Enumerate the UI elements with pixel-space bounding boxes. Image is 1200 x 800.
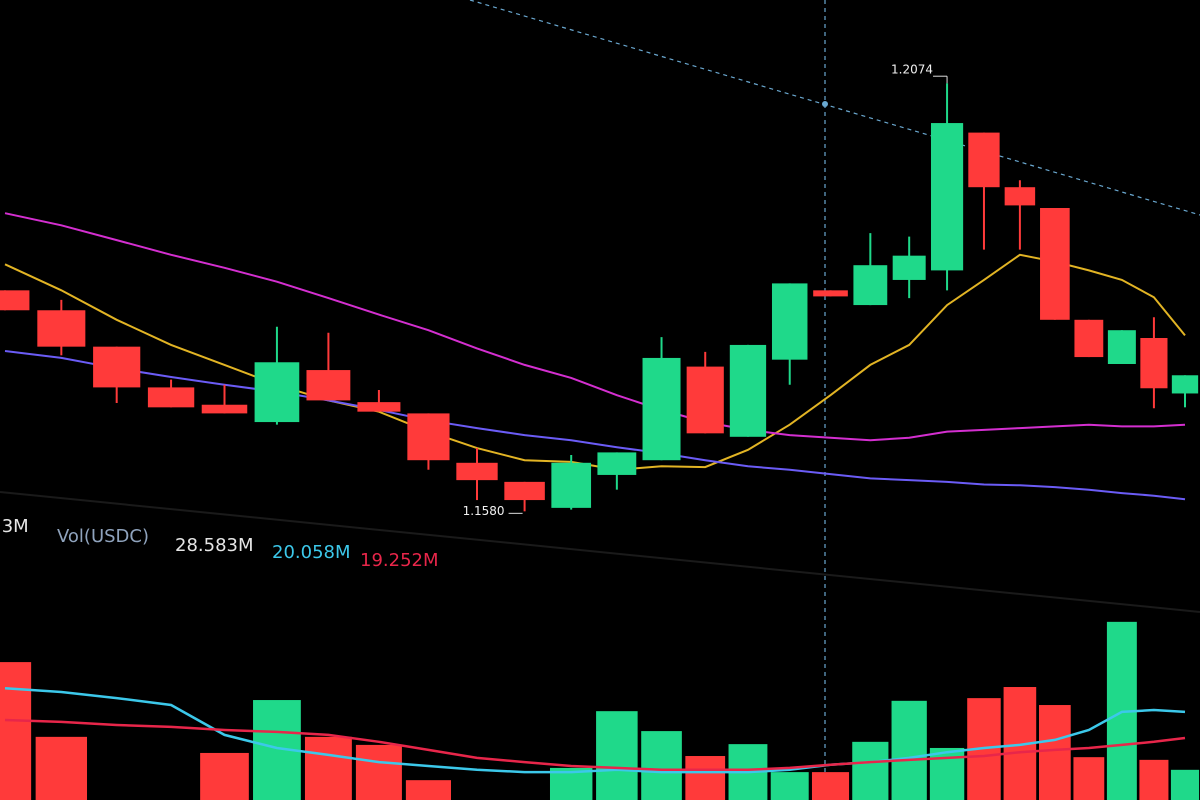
candle-body (504, 481, 545, 501)
candle-body (597, 452, 637, 475)
candle-body (357, 402, 401, 412)
volume-bar (304, 736, 352, 800)
candle-body (642, 357, 681, 461)
candle-body (771, 283, 808, 360)
panel-divider (0, 491, 1200, 613)
candle-body (1040, 208, 1070, 320)
candle-body (1074, 319, 1104, 358)
volume-bar (1039, 705, 1071, 800)
ma-line (4, 350, 1186, 501)
ma-line (4, 686, 1186, 774)
volume-bar (1139, 759, 1169, 800)
candle-body (968, 132, 1000, 188)
candle-body (1140, 338, 1168, 389)
volume-bar (1073, 757, 1105, 800)
candle-body (729, 344, 767, 437)
candle-body (853, 265, 888, 306)
candle-body (1171, 375, 1199, 394)
ma-line (4, 212, 1186, 442)
volume-bar (770, 772, 809, 800)
volume-bar (1170, 769, 1200, 800)
ma-line (4, 718, 1186, 772)
ma-line (4, 253, 1186, 471)
volume-bar (200, 752, 249, 800)
volume-readout-clipped: .3M (0, 516, 29, 537)
plot: 1.2074 1.1580 .3M Vol(USDC) 28.583M 20.058M 19… (0, 63, 1200, 800)
candle-body (254, 362, 300, 423)
candle-body (551, 462, 592, 508)
volume-bar (0, 662, 32, 800)
volume-bar (811, 772, 850, 800)
candle-body (147, 387, 195, 408)
volume-readout: 19.252M (360, 550, 439, 571)
candle-body (456, 462, 498, 481)
candle-body (1004, 187, 1036, 206)
candle-body (0, 290, 30, 311)
volume-bar (405, 780, 452, 800)
crosshair-dot (822, 101, 828, 107)
candle-body (407, 413, 450, 461)
volume-bar (852, 741, 889, 800)
volume-bar (355, 744, 402, 800)
volume-readout: 28.583M (175, 535, 254, 556)
volume-bar (685, 756, 726, 800)
annotation-label: 1.2074 (891, 63, 933, 77)
candle-body (201, 404, 248, 414)
volume-bar (596, 711, 638, 800)
volume-bar (891, 700, 927, 800)
volume-bar (35, 736, 88, 800)
annotation-label: 1.1580 (463, 504, 505, 518)
volume-bar (929, 747, 965, 800)
candle-body (93, 346, 141, 388)
volume-readout: 20.058M (272, 542, 351, 563)
candle-body (813, 290, 848, 297)
candle-body (306, 370, 351, 401)
candle-body (1107, 330, 1136, 364)
candle-body (686, 366, 724, 434)
volume-bar (641, 731, 682, 800)
candle-body (892, 255, 926, 280)
volume-label: Vol(USDC) (57, 526, 149, 547)
candle-body (37, 310, 86, 347)
candle-body (930, 123, 964, 271)
crosshair-diagonal (469, 0, 1200, 216)
